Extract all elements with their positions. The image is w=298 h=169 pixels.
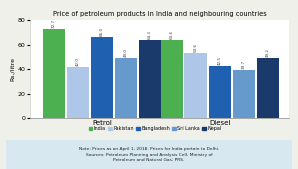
Y-axis label: Rs./litre: Rs./litre bbox=[10, 57, 15, 81]
Bar bbox=[91, 38, 113, 118]
Bar bbox=[184, 53, 207, 118]
Bar bbox=[209, 66, 231, 118]
Text: 39.7: 39.7 bbox=[242, 59, 246, 69]
Title: Price of petroleum products in India and neighbouring countries: Price of petroleum products in India and… bbox=[52, 11, 266, 17]
Text: 42.5: 42.5 bbox=[218, 56, 222, 65]
Text: 53.6: 53.6 bbox=[193, 43, 198, 52]
Bar bbox=[139, 40, 161, 118]
Text: Note: Prices as on April 1, 2018. Prices for India pertain to Delhi.
Sources: Pe: Note: Prices as on April 1, 2018. Prices… bbox=[79, 147, 219, 162]
Text: 66.0: 66.0 bbox=[100, 27, 104, 37]
Bar bbox=[257, 58, 279, 118]
Bar bbox=[232, 70, 255, 118]
Bar bbox=[67, 67, 89, 118]
Text: 49.0: 49.0 bbox=[124, 48, 128, 57]
Text: 63.6: 63.6 bbox=[170, 30, 173, 39]
Bar bbox=[43, 29, 65, 118]
Text: 42.0: 42.0 bbox=[76, 57, 80, 66]
Bar bbox=[115, 58, 137, 118]
Text: 72.7: 72.7 bbox=[52, 19, 56, 28]
Legend: India, Pakistan, Bangladesh, Sri Lanka, Nepal: India, Pakistan, Bangladesh, Sri Lanka, … bbox=[87, 124, 223, 133]
Text: 64.3: 64.3 bbox=[148, 30, 152, 39]
Bar bbox=[160, 40, 182, 118]
Text: 49.2: 49.2 bbox=[266, 48, 270, 57]
